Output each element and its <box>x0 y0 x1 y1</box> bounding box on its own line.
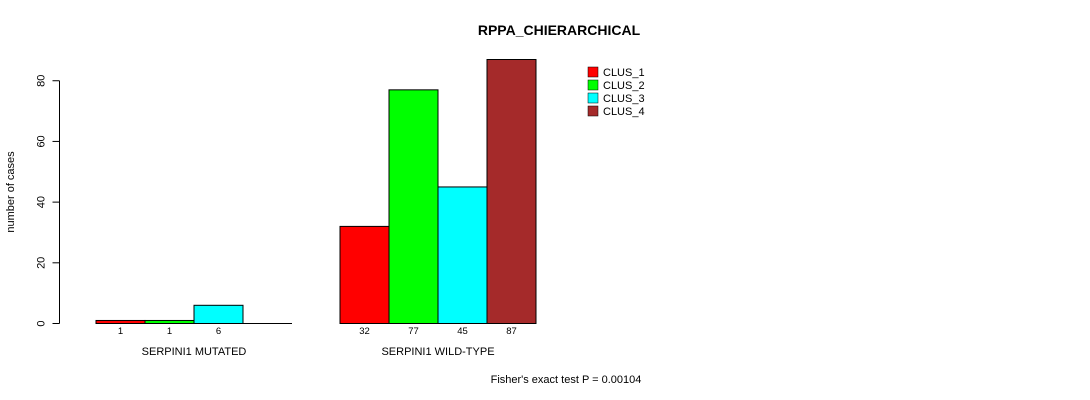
bar-count-label: 32 <box>359 326 370 337</box>
bar-clus-1-wild-type <box>339 225 390 324</box>
legend-label-clus-1: CLUS_1 <box>603 67 645 79</box>
bars <box>95 59 537 324</box>
group-labels: SERPINI1 MUTATED SERPINI1 WILD-TYPE <box>142 346 495 358</box>
bar-count-label: 1 <box>118 326 123 337</box>
bar-count-label: 87 <box>506 326 517 337</box>
y-axis-label: number of cases <box>5 151 17 233</box>
legend-swatch-clus-2 <box>587 79 599 91</box>
y-tick-label: 20 <box>36 257 48 269</box>
legend-swatch-clus-1 <box>587 66 599 78</box>
y-tick-label: 80 <box>36 75 48 87</box>
count-labels: 1 1 6 32 77 45 87 <box>118 326 517 337</box>
fisher-test-footnote: Fisher's exact test P = 0.00104 <box>491 374 642 386</box>
legend-label-clus-4: CLUS_4 <box>603 106 645 118</box>
bar-count-label: 6 <box>216 326 221 337</box>
category-label: SERPINI1 MUTATED <box>142 346 247 358</box>
legend-swatch-clus-3 <box>587 92 599 104</box>
legend-label-clus-3: CLUS_3 <box>603 93 645 105</box>
legend-label-clus-2: CLUS_2 <box>603 80 645 92</box>
chart-title: RPPA_CHIERARCHICAL <box>478 22 641 38</box>
y-axis: 0 20 40 60 80 <box>36 75 60 327</box>
y-tick-label: 40 <box>36 196 48 208</box>
bar-count-label: 77 <box>408 326 419 337</box>
bar-count-label: 1 <box>167 326 172 337</box>
bar-clus-4-wild-type <box>486 59 537 324</box>
category-label: SERPINI1 WILD-TYPE <box>381 346 494 358</box>
bar-clus-2-wild-type <box>388 89 439 324</box>
bar-count-label: 45 <box>457 326 468 337</box>
bar-clus-3-mutated <box>193 304 244 324</box>
legend-swatch-clus-4 <box>587 105 599 117</box>
bar-clus-3-wild-type <box>437 186 488 324</box>
y-tick-label: 0 <box>36 320 48 326</box>
y-tick-label: 60 <box>36 135 48 147</box>
